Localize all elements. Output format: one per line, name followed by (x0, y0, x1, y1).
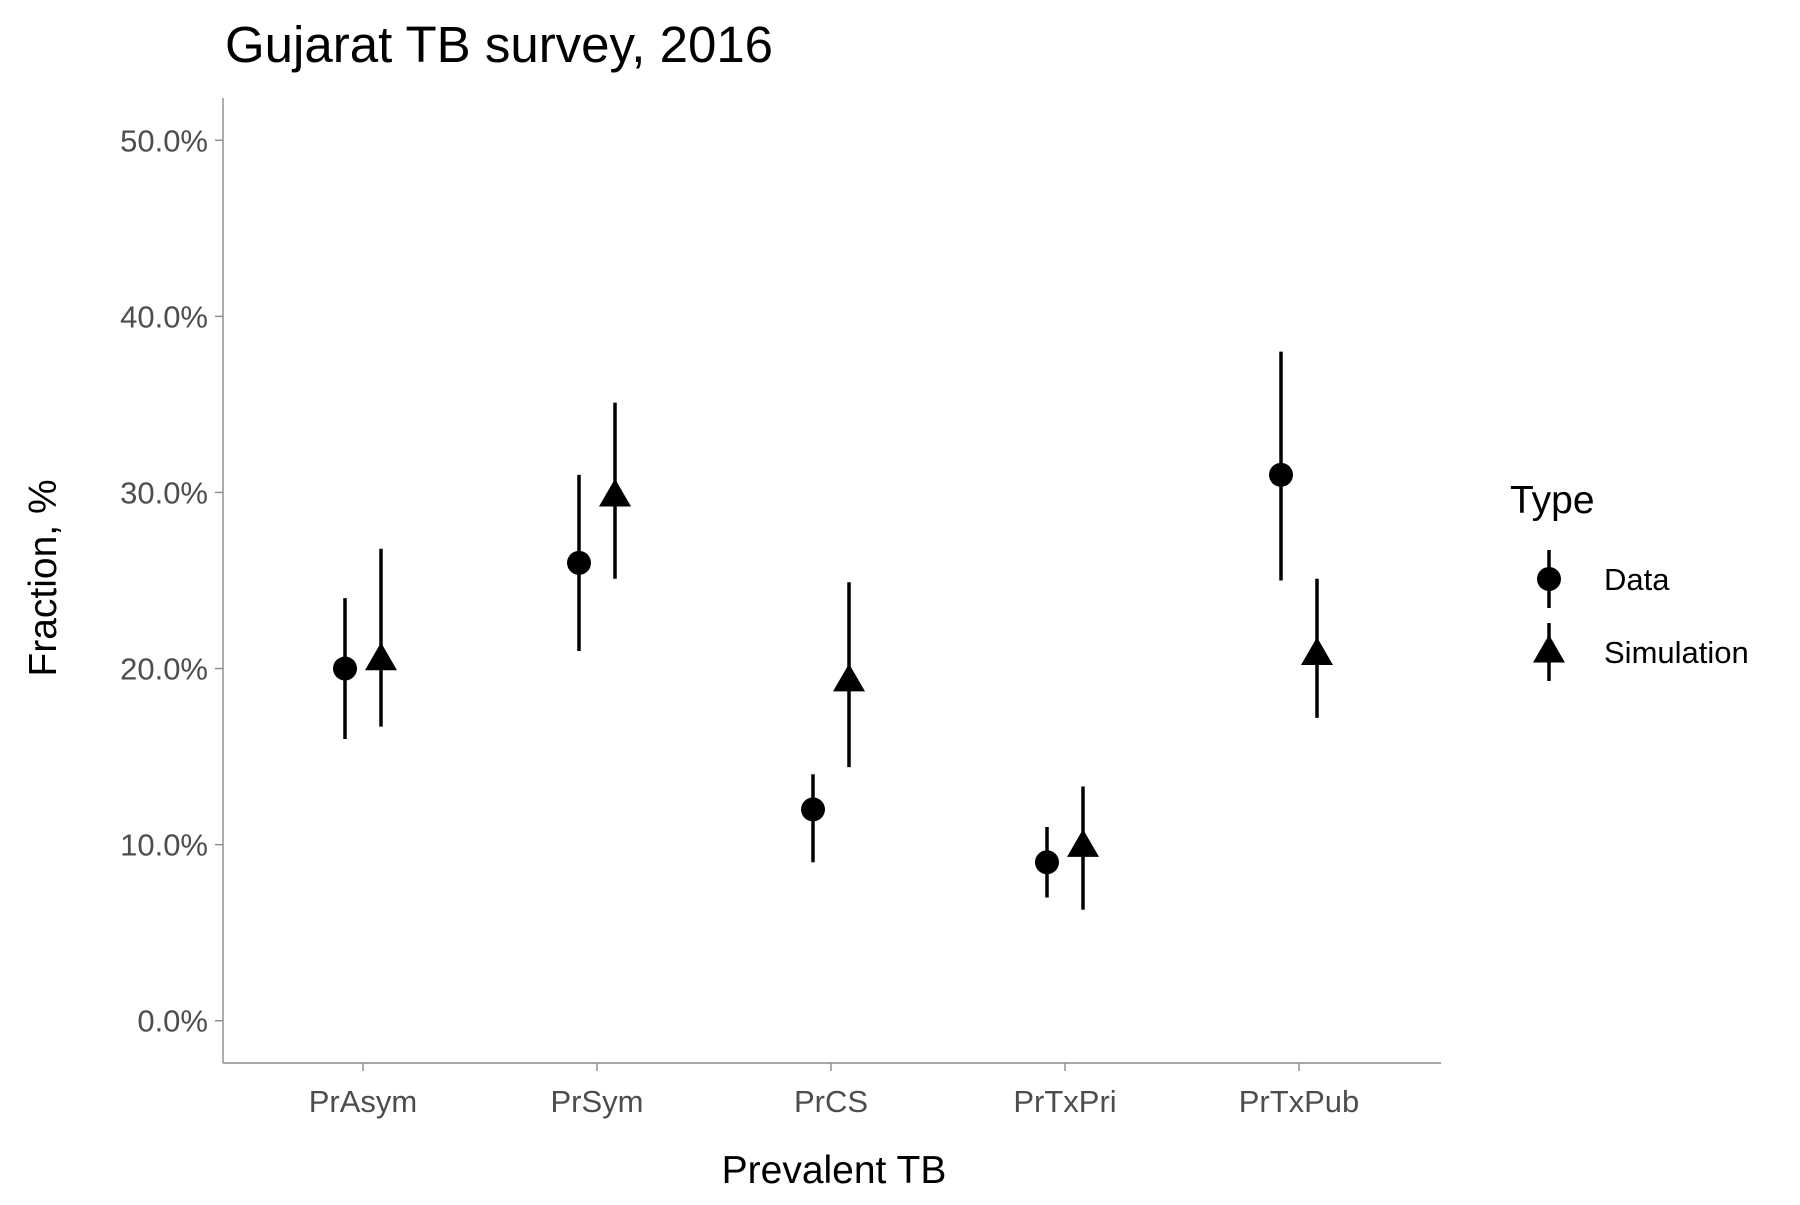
x-axis-title: Prevalent TB (722, 1149, 947, 1192)
x-tick-label: PrSym (551, 1084, 644, 1119)
data-point-triangle (365, 642, 397, 671)
legend-key-triangle (1533, 634, 1565, 663)
data-point-triangle (833, 663, 865, 692)
legend-key-circle (1537, 567, 1561, 591)
data-point-triangle (1301, 637, 1333, 665)
y-axis-title: Fraction, % (22, 479, 65, 676)
legend-title: Type (1510, 479, 1595, 522)
legend-items: Data Simulation (1533, 550, 1749, 681)
marks-layer (333, 351, 1333, 910)
legend-label-simulation: Simulation (1604, 635, 1749, 670)
x-tick-label: PrTxPub (1239, 1084, 1360, 1119)
legend: Type Data Simulation (1510, 479, 1749, 681)
y-tick-label: 50.0% (120, 123, 208, 158)
data-point-circle (567, 550, 591, 575)
y-tick-label: 40.0% (120, 299, 208, 334)
y-tick-label: 0.0% (137, 1004, 208, 1039)
legend-label-data: Data (1604, 562, 1670, 597)
axes-layer (222, 98, 1441, 1064)
y-tick-label: 30.0% (120, 475, 208, 510)
data-point-triangle (1067, 829, 1099, 857)
chart-title: Gujarat TB survey, 2016 (225, 16, 773, 73)
x-tick-label: PrAsym (309, 1084, 418, 1119)
data-point-circle (333, 656, 357, 681)
y-tick-label: 10.0% (120, 828, 208, 863)
x-tick-label: PrCS (794, 1084, 868, 1119)
x-tick-label: PrTxPri (1013, 1084, 1116, 1119)
y-tick-label: 20.0% (120, 652, 208, 687)
data-point-circle (801, 797, 825, 822)
ticks-layer: 0.0% 10.0% 20.0% 30.0% 40.0% 50.0% PrAsym PrSym… (120, 123, 1359, 1119)
data-point-triangle (599, 478, 631, 507)
data-point-circle (1035, 850, 1059, 875)
data-point-circle (1269, 462, 1293, 487)
